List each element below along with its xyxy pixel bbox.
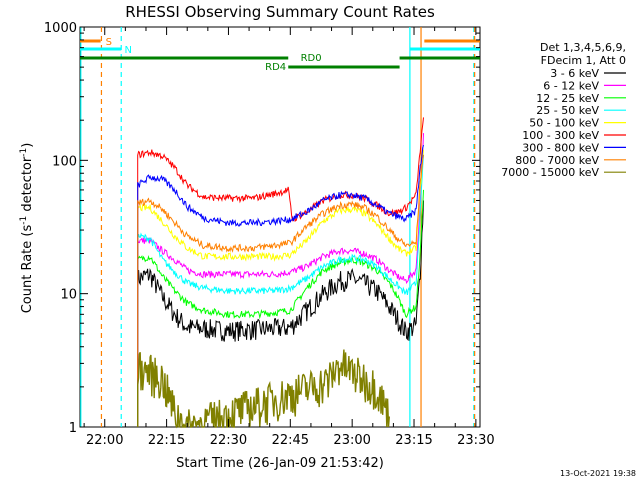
legend-entry-label: 7000 - 15000 keV: [501, 166, 599, 179]
series-line: [137, 349, 390, 429]
series-line: [137, 144, 424, 427]
legend-header: FDecim 1, Att 0: [541, 54, 626, 67]
y-axis-label: Count Rate (s-1 detector-1): [19, 143, 35, 314]
y-tick-label: 1000: [44, 21, 77, 36]
flag-label-s: S: [106, 37, 112, 48]
series-line: [137, 149, 424, 427]
y-axis: 1 10 100 1000: [44, 21, 480, 436]
series-line: [137, 133, 424, 427]
plot-frame: [79, 26, 481, 428]
chart-title: RHESSI Observing Summary Count Rates: [125, 3, 435, 21]
y-axis-label-main: Count Rate (s: [20, 225, 35, 314]
flag-label-n: N: [125, 45, 132, 56]
series-line: [137, 154, 424, 427]
legend-entry-label: 12 - 25 keV: [536, 92, 599, 105]
y-tick-label: 10: [60, 288, 77, 303]
legend-entry-label: 300 - 800 keV: [522, 141, 599, 154]
series-line: [137, 189, 424, 427]
x-tick-label: 22:15: [148, 433, 185, 448]
x-axis-label: Start Time (26-Jan-09 21:53:42): [176, 456, 384, 471]
x-tick-label: 22:30: [210, 433, 247, 448]
flag-label-rd0: RD0: [301, 53, 322, 64]
legend-entry-label: 50 - 100 keV: [529, 117, 599, 130]
legend: Det 1,3,4,5,6,9,FDecim 1, Att 03 - 6 keV…: [501, 41, 626, 179]
legend-entry-label: 800 - 7000 keV: [515, 154, 599, 167]
y-axis-label-close: ): [20, 143, 35, 148]
y-tick-label: 1: [69, 421, 77, 436]
y-axis-label-mid: detector: [20, 156, 35, 216]
legend-header: Det 1,3,4,5,6,9,: [540, 41, 626, 54]
y-axis-label-sup2: -1: [19, 148, 29, 157]
x-axis: 22:00 22:15 22:30 22:45 23:00 23:15 23:30: [83, 27, 495, 448]
legend-entry-label: 6 - 12 keV: [543, 79, 599, 92]
legend-entry-label: 3 - 6 keV: [550, 67, 599, 80]
footer-date: 13-Oct-2021 19:38: [560, 469, 636, 478]
series-line: [137, 200, 424, 427]
x-tick-label: 22:00: [86, 433, 123, 448]
series-line: [137, 117, 424, 427]
x-tick-label: 23:15: [395, 433, 432, 448]
legend-entry-label: 25 - 50 keV: [536, 104, 599, 117]
y-tick-label: 100: [52, 154, 77, 169]
y-axis-label-sup1: -1: [19, 216, 29, 225]
plot-area: S N RD0 RD4: [79, 26, 481, 429]
series-line: [137, 154, 424, 427]
x-tick-label: 22:45: [272, 433, 309, 448]
x-tick-label: 23:00: [333, 433, 370, 448]
flag-label-rd4: RD4: [265, 62, 286, 73]
legend-entry-label: 100 - 300 keV: [522, 129, 599, 142]
x-tick-label: 23:30: [457, 433, 494, 448]
